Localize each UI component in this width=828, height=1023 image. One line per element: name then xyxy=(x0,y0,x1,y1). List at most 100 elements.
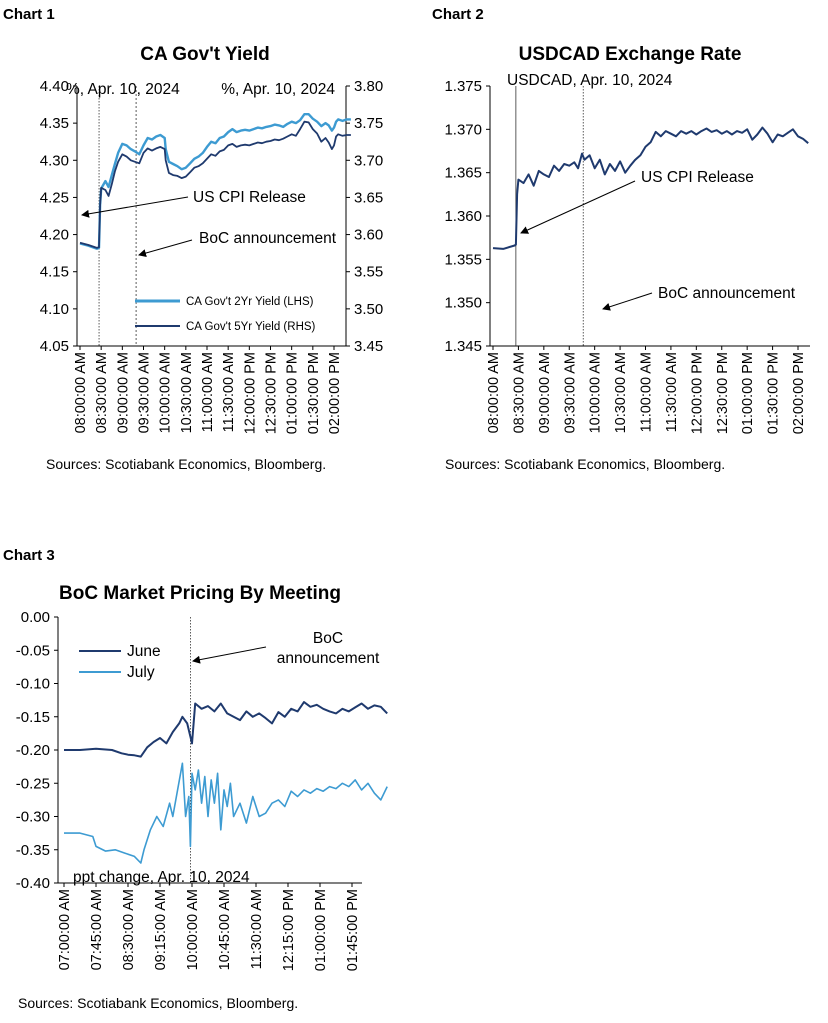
x-tick-label: 11:00:00 AM xyxy=(639,352,655,432)
series-line-0 xyxy=(492,126,809,250)
y-tick-label: 4.15 xyxy=(40,264,69,281)
annotation-boc-line1: BoC xyxy=(313,630,343,647)
series-line-1 xyxy=(79,120,351,249)
x-tick-label: 11:30:00 AM xyxy=(249,889,265,969)
unit-label: USDCAD, Apr. 10, 2024 xyxy=(507,72,673,89)
x-tick-label: 01:45:00 PM xyxy=(345,889,361,971)
x-tick-label: 10:00:00 AM xyxy=(185,889,201,970)
y-tick-label: 4.35 xyxy=(40,115,69,132)
y-tick-label: -0.25 xyxy=(16,775,50,792)
x-tick-label: 01:30:00 PM xyxy=(766,352,782,434)
y-tick-label: 1.375 xyxy=(444,78,482,95)
annotation-cpi-arrow xyxy=(81,196,189,218)
y-tick-label: -0.15 xyxy=(16,709,50,726)
y-right-tick-label: 3.60 xyxy=(354,227,383,244)
annotation-cpi: US CPI Release xyxy=(193,189,306,206)
chart2-source: Sources: Scotiabank Economics, Bloomberg… xyxy=(445,456,726,472)
y-tick-label: -0.05 xyxy=(16,642,50,659)
series-line-0 xyxy=(64,701,388,758)
x-tick-label: 10:45:00 AM xyxy=(217,889,233,970)
y-tick-label: 4.25 xyxy=(40,189,69,206)
x-tick-label: 09:00:00 AM xyxy=(115,352,131,433)
chart3-title: BoC Market Pricing By Meeting xyxy=(59,583,341,604)
x-tick-label: 12:00:00 PM xyxy=(689,352,705,434)
chart1-title: CA Gov't Yield xyxy=(140,44,270,65)
legend-5yr-label: CA Gov't 5Yr Yield (RHS) xyxy=(186,321,316,333)
y-right-tick-label: 3.65 xyxy=(354,189,383,206)
x-tick-label: 09:30:00 AM xyxy=(562,352,578,433)
x-tick-label: 08:30:00 AM xyxy=(121,889,137,970)
x-tick-label: 10:00:00 AM xyxy=(158,352,174,433)
chart1-source: Sources: Scotiabank Economics, Bloomberg… xyxy=(46,456,327,472)
series-line-0 xyxy=(79,112,351,250)
y-tick-label: -0.35 xyxy=(16,842,50,859)
x-tick-label: 08:30:00 AM xyxy=(511,352,527,433)
x-tick-label: 10:00:00 AM xyxy=(588,352,604,433)
x-tick-label: 02:00:00 PM xyxy=(791,352,807,434)
y-right-tick-label: 3.70 xyxy=(354,152,383,169)
x-tick-label: 07:00:00 AM xyxy=(57,889,73,970)
x-tick-label: 11:30:00 AM xyxy=(221,352,237,432)
x-tick-label: 12:30:00 PM xyxy=(715,352,731,434)
y-tick-label: 4.10 xyxy=(40,301,69,318)
chart3-label: Chart 3 xyxy=(3,547,55,564)
x-tick-label: 12:00:00 PM xyxy=(242,352,258,434)
y-right-tick-label: 3.55 xyxy=(354,264,383,281)
x-tick-label: 09:15:00 AM xyxy=(153,889,169,970)
x-tick-label: 12:30:00 PM xyxy=(264,352,280,434)
annotation-boc-arrow xyxy=(192,646,267,664)
y-tick-label: 4.20 xyxy=(40,227,69,244)
chart2-label: Chart 2 xyxy=(432,6,484,23)
y-right-tick-label: 3.80 xyxy=(354,78,383,95)
x-tick-label: 11:00:00 AM xyxy=(200,352,216,432)
x-tick-label: 02:00:00 PM xyxy=(327,352,343,434)
y-tick-label: 0.00 xyxy=(21,609,50,626)
x-tick-label: 01:30:00 PM xyxy=(306,352,322,434)
annotation-boc: BoC announcement xyxy=(199,230,337,247)
annotation-boc-arrow xyxy=(602,292,653,311)
y-tick-label: 1.370 xyxy=(444,121,482,138)
y-tick-label: 4.05 xyxy=(40,338,69,355)
x-tick-label: 09:00:00 AM xyxy=(537,352,553,433)
legend-july-label: July xyxy=(127,664,155,681)
y-tick-label: -0.40 xyxy=(16,875,50,892)
y-tick-label: -0.20 xyxy=(16,742,50,759)
x-tick-label: 01:00:00 PM xyxy=(285,352,301,434)
x-tick-label: 08:00:00 AM xyxy=(486,352,502,433)
y-tick-label: 1.345 xyxy=(444,338,482,355)
x-tick-label: 10:30:00 AM xyxy=(613,352,629,433)
y-right-tick-label: 3.45 xyxy=(354,338,383,355)
x-tick-label: 01:00:00 PM xyxy=(313,889,329,971)
y-tick-label: 4.40 xyxy=(40,78,69,95)
x-tick-label: 01:00:00 PM xyxy=(740,352,756,434)
annotation-boc-arrow xyxy=(138,239,193,257)
annotation-boc-line2: announcement xyxy=(277,650,380,667)
x-tick-label: 11:30:00 AM xyxy=(664,352,680,432)
y-tick-label: 4.30 xyxy=(40,152,69,169)
y-right-tick-label: 3.75 xyxy=(354,115,383,132)
annotation-boc: BoC announcement xyxy=(658,285,796,302)
y-tick-label: 1.350 xyxy=(444,295,482,312)
y-tick-label: 1.360 xyxy=(444,208,482,225)
x-tick-label: 09:30:00 AM xyxy=(137,352,153,433)
y-tick-label: -0.10 xyxy=(16,676,50,693)
legend-june-label: June xyxy=(127,643,161,660)
x-tick-label: 12:15:00 PM xyxy=(281,889,297,971)
left-unit-label: %, Apr. 10, 2024 xyxy=(66,81,180,98)
chart3-source: Sources: Scotiabank Economics, Bloomberg… xyxy=(18,995,299,1011)
y-tick-label: -0.30 xyxy=(16,809,50,826)
x-tick-label: 10:30:00 AM xyxy=(179,352,195,433)
y-tick-label: 1.365 xyxy=(444,165,482,182)
x-tick-label: 08:00:00 AM xyxy=(73,352,89,433)
x-tick-label: 08:30:00 AM xyxy=(94,352,110,433)
annotation-cpi: US CPI Release xyxy=(641,169,754,186)
unit-label: ppt change, Apr. 10, 2024 xyxy=(73,869,250,886)
series-line-1 xyxy=(64,762,388,864)
right-unit-label: %, Apr. 10, 2024 xyxy=(221,81,335,98)
x-tick-label: 07:45:00 AM xyxy=(89,889,105,970)
y-right-tick-label: 3.50 xyxy=(354,301,383,318)
chart1-label: Chart 1 xyxy=(3,6,55,23)
